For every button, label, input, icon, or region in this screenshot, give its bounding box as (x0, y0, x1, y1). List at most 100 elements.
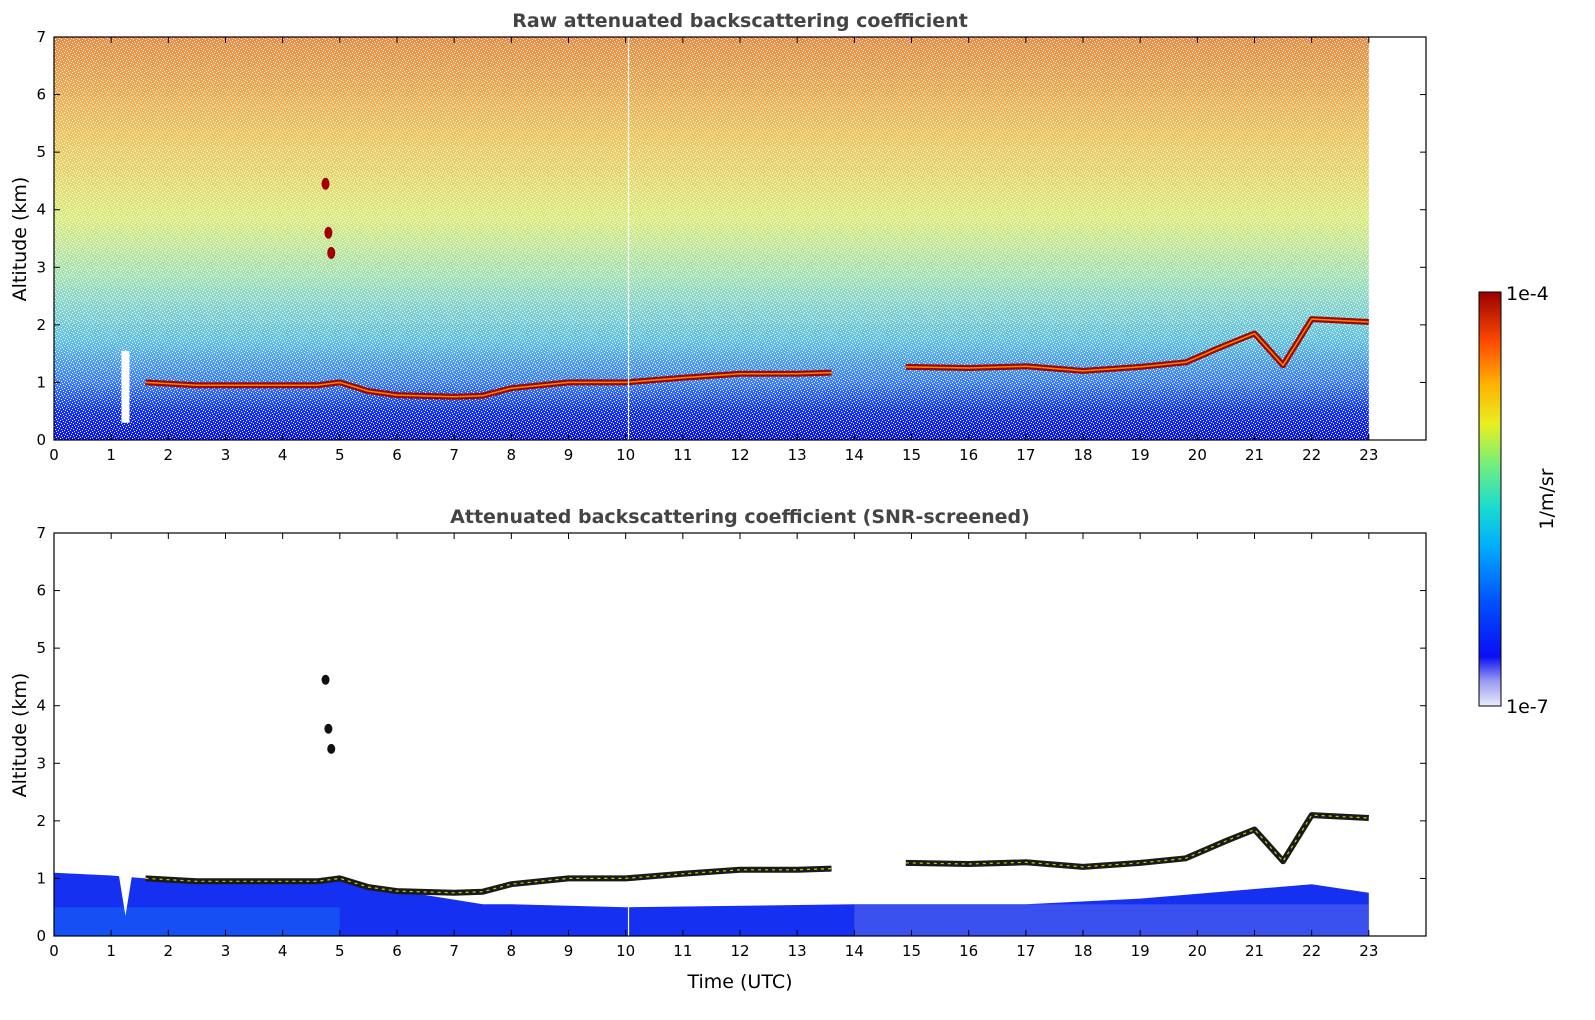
raw-panel-title: Raw attenuated backscattering coefficien… (512, 10, 968, 32)
x-tick-label: 8 (507, 942, 517, 960)
screened-backscatter-image (54, 674, 1369, 936)
x-tick-label: 15 (902, 942, 921, 960)
x-tick-label: 17 (1016, 942, 1035, 960)
x-tick-label: 20 (1188, 942, 1207, 960)
y-tick-label: 4 (36, 201, 46, 219)
y-tick-label: 3 (36, 258, 46, 276)
y-tick-label: 5 (36, 143, 46, 161)
y-tick-label: 6 (36, 582, 46, 600)
raw-elevated-layer (327, 246, 336, 259)
y-tick-label: 1 (36, 373, 46, 391)
raw-backscatter-image (54, 37, 1369, 440)
screened-weak-signal (854, 904, 1369, 936)
x-tick-label: 7 (449, 942, 459, 960)
screened-plot-frame (53, 532, 1427, 937)
colorbar-min-label: 1e-7 (1506, 696, 1549, 718)
y-tick-label: 7 (36, 524, 46, 542)
x-tick-label: 10 (616, 942, 635, 960)
screened-x-axis: 0 1 2 3 4 5 6 7 8 9 10 11 12 13 14 15 16 17 18 19 20 21 22 23 (49, 533, 1378, 960)
y-tick-label: 6 (36, 86, 46, 104)
raw-x-axis: 0 1 2 3 4 5 6 7 8 9 10 11 12 13 14 15 16 17 18 19 20 21 22 23 (49, 37, 1378, 464)
x-tick-label: 4 (278, 942, 288, 960)
screened-elevated-layer (327, 743, 336, 754)
y-tick-label: 2 (36, 812, 46, 830)
x-tick-label: 6 (392, 446, 402, 464)
x-tick-label: 12 (730, 942, 749, 960)
x-tick-label: 22 (1302, 942, 1321, 960)
x-tick-label: 14 (845, 942, 864, 960)
x-tick-label: 5 (335, 942, 345, 960)
screened-backscatter-panel: Attenuated backscattering coefficient (S… (9, 506, 1427, 993)
raw-cloud-layer-edge (145, 371, 832, 398)
raw-y-axis: 0 1 2 3 4 5 6 7 (36, 28, 1426, 449)
x-axis-label: Time (UTC) (686, 971, 792, 993)
y-tick-label: 3 (36, 754, 46, 772)
x-tick-label: 1 (106, 446, 116, 464)
x-tick-label: 13 (788, 942, 807, 960)
x-tick-label: 6 (392, 942, 402, 960)
screened-cloud-layer (905, 812, 1369, 870)
x-tick-label: 4 (278, 446, 288, 464)
x-tick-label: 23 (1359, 446, 1378, 464)
screened-elevated-layer (324, 723, 333, 734)
raw-y-axis-label: Altitude (km) (9, 177, 31, 302)
screened-panel-title: Attenuated backscattering coefficient (S… (450, 506, 1030, 528)
y-tick-label: 5 (36, 639, 46, 657)
colorbar: 1e-4 1e-7 1/m/sr (1478, 283, 1558, 718)
raw-backscatter-panel: Raw attenuated backscattering coefficien… (9, 10, 1427, 464)
x-tick-label: 9 (564, 446, 574, 464)
y-tick-label: 4 (36, 697, 46, 715)
x-tick-label: 20 (1188, 446, 1207, 464)
y-tick-label: 0 (36, 431, 46, 449)
screened-y-axis: 0 1 2 3 4 5 6 7 (36, 524, 1426, 945)
x-tick-label: 14 (845, 446, 864, 464)
raw-noise-speckle (54, 37, 1369, 440)
x-tick-label: 13 (788, 446, 807, 464)
screened-precip-gap (118, 872, 133, 916)
x-tick-label: 2 (164, 446, 174, 464)
x-tick-label: 22 (1302, 446, 1321, 464)
y-tick-label: 0 (36, 927, 46, 945)
x-tick-label: 12 (730, 446, 749, 464)
x-tick-label: 8 (507, 446, 517, 464)
x-tick-label: 2 (164, 942, 174, 960)
x-tick-label: 11 (673, 446, 692, 464)
x-tick-label: 10 (616, 446, 635, 464)
x-tick-label: 21 (1245, 942, 1264, 960)
x-tick-label: 5 (335, 446, 345, 464)
x-tick-label: 15 (902, 446, 921, 464)
screened-y-axis-label: Altitude (km) (9, 673, 31, 798)
colorbar-unit-label: 1/m/sr (1536, 468, 1558, 529)
x-tick-label: 9 (564, 942, 574, 960)
y-tick-label: 7 (36, 28, 46, 46)
colorbar-max-label: 1e-4 (1506, 283, 1549, 305)
x-tick-label: 3 (221, 446, 231, 464)
screened-aerosol-layer (54, 907, 340, 936)
raw-precip-gap (121, 350, 130, 423)
raw-cloud-layer-edge (905, 318, 1369, 372)
x-tick-label: 3 (221, 942, 231, 960)
x-tick-label: 1 (106, 942, 116, 960)
colorbar-gradient (1478, 291, 1502, 707)
x-tick-label: 18 (1073, 942, 1092, 960)
raw-elevated-layer (321, 177, 330, 190)
x-tick-label: 16 (959, 446, 978, 464)
x-tick-label: 21 (1245, 446, 1264, 464)
x-tick-label: 7 (449, 446, 459, 464)
y-tick-label: 2 (36, 316, 46, 334)
y-tick-label: 1 (36, 869, 46, 887)
x-tick-label: 11 (673, 942, 692, 960)
screened-cloud-layer-edge (905, 814, 1369, 868)
x-tick-label: 0 (49, 942, 59, 960)
screened-cloud-layer-edge (145, 868, 832, 894)
x-tick-label: 23 (1359, 942, 1378, 960)
x-tick-label: 17 (1016, 446, 1035, 464)
x-tick-label: 19 (1131, 446, 1150, 464)
x-tick-label: 19 (1131, 942, 1150, 960)
x-tick-label: 18 (1073, 446, 1092, 464)
raw-elevated-layer (324, 226, 333, 239)
screened-elevated-layer (321, 674, 330, 685)
x-tick-label: 16 (959, 942, 978, 960)
x-tick-label: 0 (49, 446, 59, 464)
